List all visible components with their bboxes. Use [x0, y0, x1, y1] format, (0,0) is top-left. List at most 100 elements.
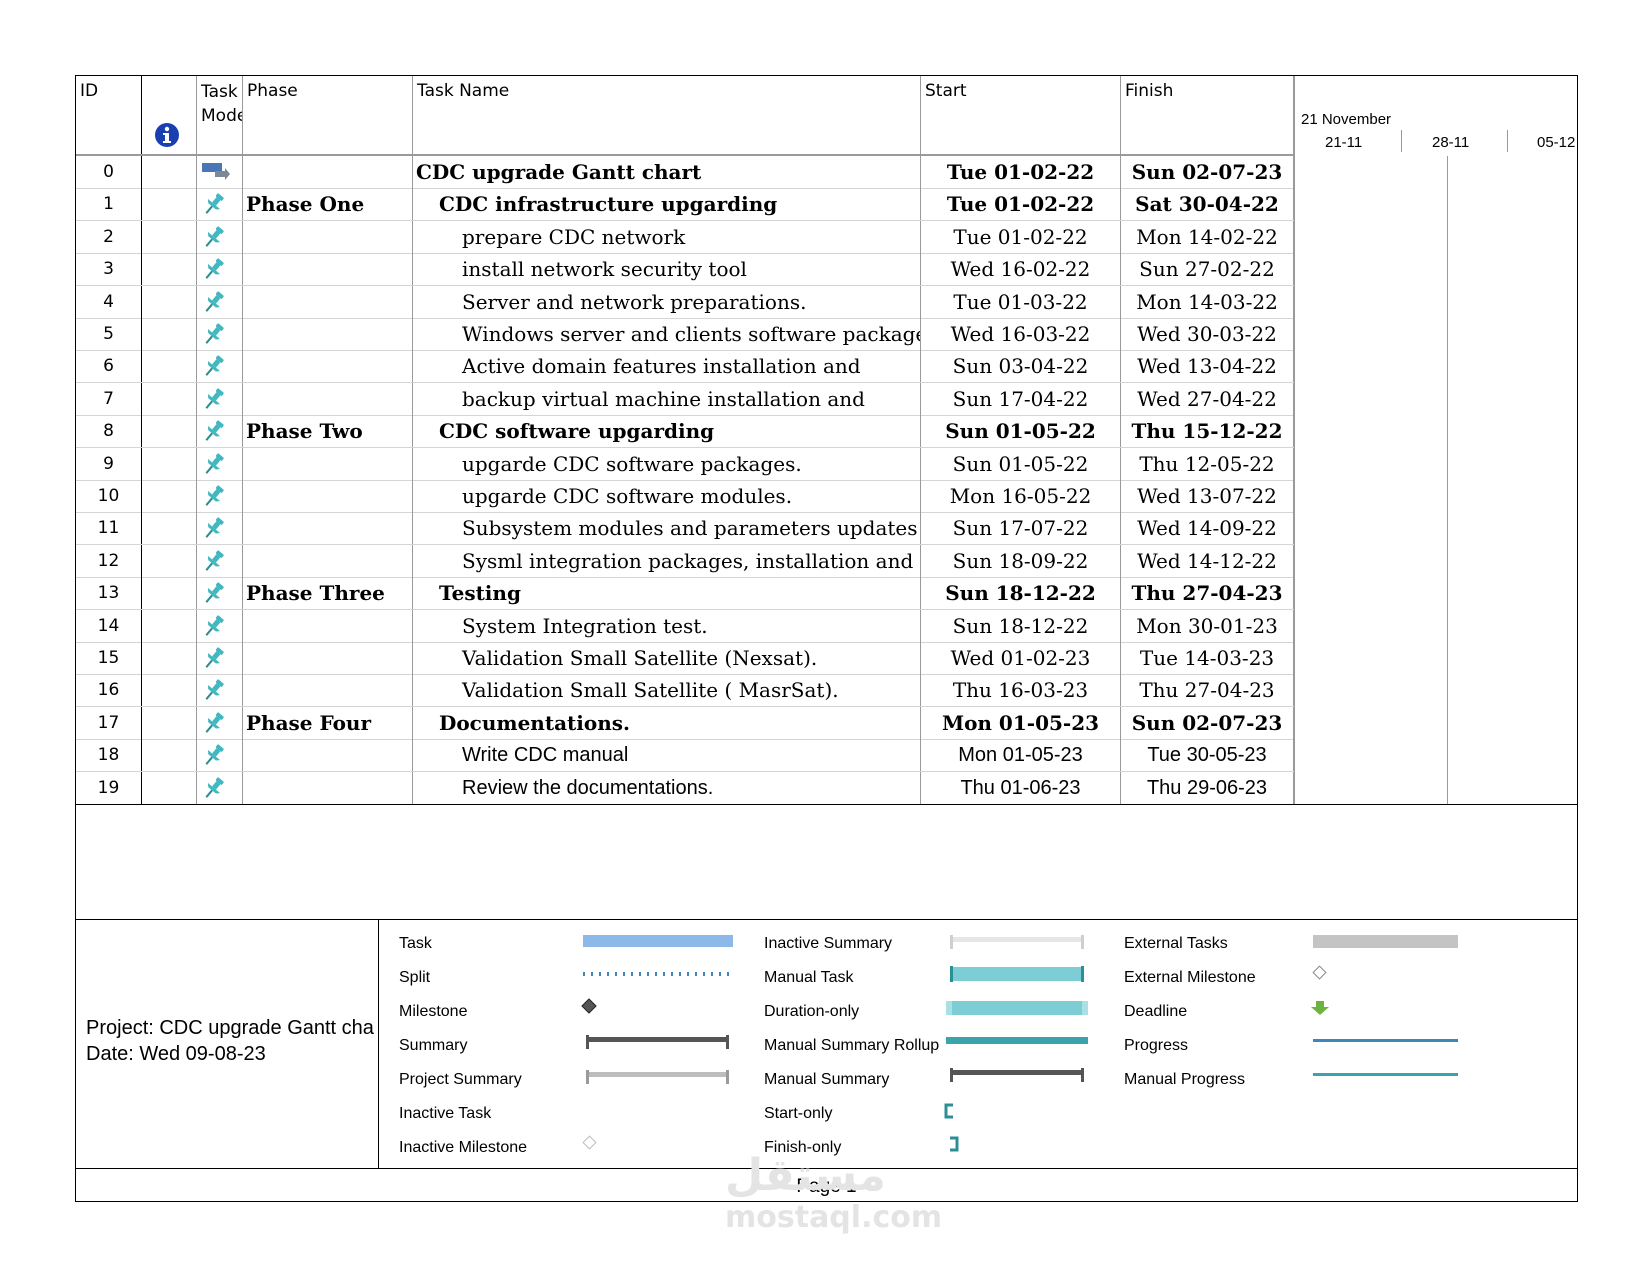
row-finish-date[interactable]: Wed 30-03-22: [1121, 318, 1294, 350]
row-task-name[interactable]: prepare CDC network: [413, 220, 921, 253]
row-task-name[interactable]: Sysml integration packages, installation…: [413, 544, 921, 577]
row-id[interactable]: 14: [76, 609, 142, 642]
row-finish-date[interactable]: Tue 14-03-23: [1121, 642, 1294, 674]
row-start-date[interactable]: Tue 01-03-22: [921, 285, 1121, 318]
row-task-mode[interactable]: [197, 706, 243, 739]
table-row[interactable]: 9 upgarde CDC software packages. Sun 01-05…: [76, 447, 1294, 481]
row-task-mode[interactable]: [197, 415, 243, 448]
row-finish-date[interactable]: Sun 27-02-22: [1121, 253, 1294, 286]
row-task-name[interactable]: Write CDC manual: [413, 739, 921, 772]
row-task-name[interactable]: Subsystem modules and parameters updates: [413, 512, 921, 545]
row-task-name[interactable]: Active domain features installation and: [413, 350, 921, 383]
row-finish-date[interactable]: Thu 29-06-23: [1121, 771, 1294, 804]
column-header-start[interactable]: Start: [921, 76, 1121, 154]
column-header-indicators[interactable]: [142, 76, 197, 154]
table-row[interactable]: 1 Phase One CDC infrastructure upgarding Tu…: [76, 188, 1294, 222]
row-id[interactable]: 5: [76, 318, 142, 350]
row-finish-date[interactable]: Wed 14-09-22: [1121, 512, 1294, 545]
row-phase[interactable]: [243, 156, 413, 188]
row-finish-date[interactable]: Wed 13-04-22: [1121, 350, 1294, 383]
row-task-mode[interactable]: [197, 739, 243, 772]
row-start-date[interactable]: Mon 16-05-22: [921, 480, 1121, 512]
row-phase[interactable]: [243, 609, 413, 642]
row-task-name[interactable]: upgarde CDC software packages.: [413, 447, 921, 480]
row-task-name[interactable]: backup virtual machine installation and: [413, 382, 921, 415]
row-finish-date[interactable]: Thu 12-05-22: [1121, 447, 1294, 480]
row-phase[interactable]: Phase Three: [243, 577, 413, 610]
row-id[interactable]: 4: [76, 285, 142, 318]
row-task-mode[interactable]: [197, 285, 243, 318]
row-phase[interactable]: [243, 350, 413, 383]
row-task-mode[interactable]: [197, 609, 243, 642]
row-start-date[interactable]: Thu 01-06-23: [921, 771, 1121, 804]
table-row[interactable]: 0 CDC upgrade Gantt chart Tue 01-02-22 Sun …: [76, 156, 1294, 189]
row-finish-date[interactable]: Mon 14-03-22: [1121, 285, 1294, 318]
row-start-date[interactable]: Tue 01-02-22: [921, 220, 1121, 253]
row-task-mode[interactable]: [197, 220, 243, 253]
row-finish-date[interactable]: Tue 30-05-23: [1121, 739, 1294, 772]
row-id[interactable]: 6: [76, 350, 142, 383]
row-task-mode[interactable]: [197, 544, 243, 577]
table-row[interactable]: 19 Review the documentations. Thu 01-06-23…: [76, 771, 1294, 805]
row-finish-date[interactable]: Mon 30-01-23: [1121, 609, 1294, 642]
table-row[interactable]: 17 Phase Four Documentations. Mon 01-05-23 S…: [76, 706, 1294, 740]
row-id[interactable]: 17: [76, 706, 142, 739]
row-id[interactable]: 12: [76, 544, 142, 577]
row-phase[interactable]: Phase One: [243, 188, 413, 221]
row-start-date[interactable]: Sun 17-04-22: [921, 382, 1121, 415]
row-id[interactable]: 18: [76, 739, 142, 772]
row-task-mode[interactable]: [197, 156, 243, 188]
row-task-name[interactable]: CDC infrastructure upgarding: [413, 188, 921, 221]
row-task-name[interactable]: Documentations.: [413, 706, 921, 739]
gantt-timeline[interactable]: 21 November 21-11 28-11 05-12: [1294, 76, 1578, 804]
row-task-name[interactable]: Validation Small Satellite ( MasrSat).: [413, 674, 921, 707]
row-phase[interactable]: [243, 480, 413, 512]
row-finish-date[interactable]: Mon 14-02-22: [1121, 220, 1294, 253]
row-start-date[interactable]: Sun 17-07-22: [921, 512, 1121, 545]
row-task-mode[interactable]: [197, 350, 243, 383]
table-row[interactable]: 6 Active domain features installation and…: [76, 350, 1294, 384]
row-phase[interactable]: [243, 253, 413, 286]
table-row[interactable]: 18 Write CDC manual Mon 01-05-23 Tue 30-05-…: [76, 739, 1294, 773]
row-phase[interactable]: [243, 382, 413, 415]
row-task-name[interactable]: Review the documentations.: [413, 771, 921, 804]
row-phase[interactable]: [243, 642, 413, 674]
row-start-date[interactable]: Mon 01-05-23: [921, 739, 1121, 772]
row-task-mode[interactable]: [197, 447, 243, 480]
table-row[interactable]: 12 Sysml integration packages, installati…: [76, 544, 1294, 578]
row-task-mode[interactable]: [197, 577, 243, 610]
row-id[interactable]: 2: [76, 220, 142, 253]
row-task-name[interactable]: Windows server and clients software pack…: [413, 318, 921, 350]
row-phase[interactable]: [243, 512, 413, 545]
column-header-id[interactable]: ID: [76, 76, 142, 154]
table-row[interactable]: 13 Phase Three Testing Sun 18-12-22 Thu 27-0…: [76, 577, 1294, 611]
row-phase[interactable]: [243, 285, 413, 318]
row-start-date[interactable]: Sun 18-12-22: [921, 609, 1121, 642]
row-finish-date[interactable]: Wed 27-04-22: [1121, 382, 1294, 415]
row-start-date[interactable]: Tue 01-02-22: [921, 156, 1121, 188]
table-row[interactable]: 16 Validation Small Satellite ( MasrSat).…: [76, 674, 1294, 708]
row-start-date[interactable]: Sun 01-05-22: [921, 415, 1121, 448]
table-row[interactable]: 10 upgarde CDC software modules. Mon 16-05…: [76, 480, 1294, 513]
row-task-name[interactable]: Validation Small Satellite (Nexsat).: [413, 642, 921, 674]
table-row[interactable]: 3 install network security tool Wed 16-02-…: [76, 253, 1294, 287]
row-task-mode[interactable]: [197, 642, 243, 674]
table-row[interactable]: 15 Validation Small Satellite (Nexsat). We…: [76, 642, 1294, 675]
row-task-mode[interactable]: [197, 480, 243, 512]
table-row[interactable]: 11 Subsystem modules and parameters updat…: [76, 512, 1294, 546]
row-finish-date[interactable]: Wed 13-07-22: [1121, 480, 1294, 512]
row-start-date[interactable]: Sun 03-04-22: [921, 350, 1121, 383]
row-task-name[interactable]: System Integration test.: [413, 609, 921, 642]
column-header-phase[interactable]: Phase: [243, 76, 413, 154]
row-task-name[interactable]: CDC software upgarding: [413, 415, 921, 448]
row-phase[interactable]: [243, 447, 413, 480]
row-id[interactable]: 3: [76, 253, 142, 286]
row-finish-date[interactable]: Thu 27-04-23: [1121, 674, 1294, 707]
row-start-date[interactable]: Mon 01-05-23: [921, 706, 1121, 739]
column-header-finish[interactable]: Finish: [1121, 76, 1294, 154]
column-header-task-mode[interactable]: Task Mode: [197, 76, 243, 154]
table-row[interactable]: 8 Phase Two CDC software upgarding Sun 01-0…: [76, 415, 1294, 449]
table-row[interactable]: 4 Server and network preparations. Tue 01-…: [76, 285, 1294, 319]
row-task-mode[interactable]: [197, 674, 243, 707]
row-task-mode[interactable]: [197, 771, 243, 804]
